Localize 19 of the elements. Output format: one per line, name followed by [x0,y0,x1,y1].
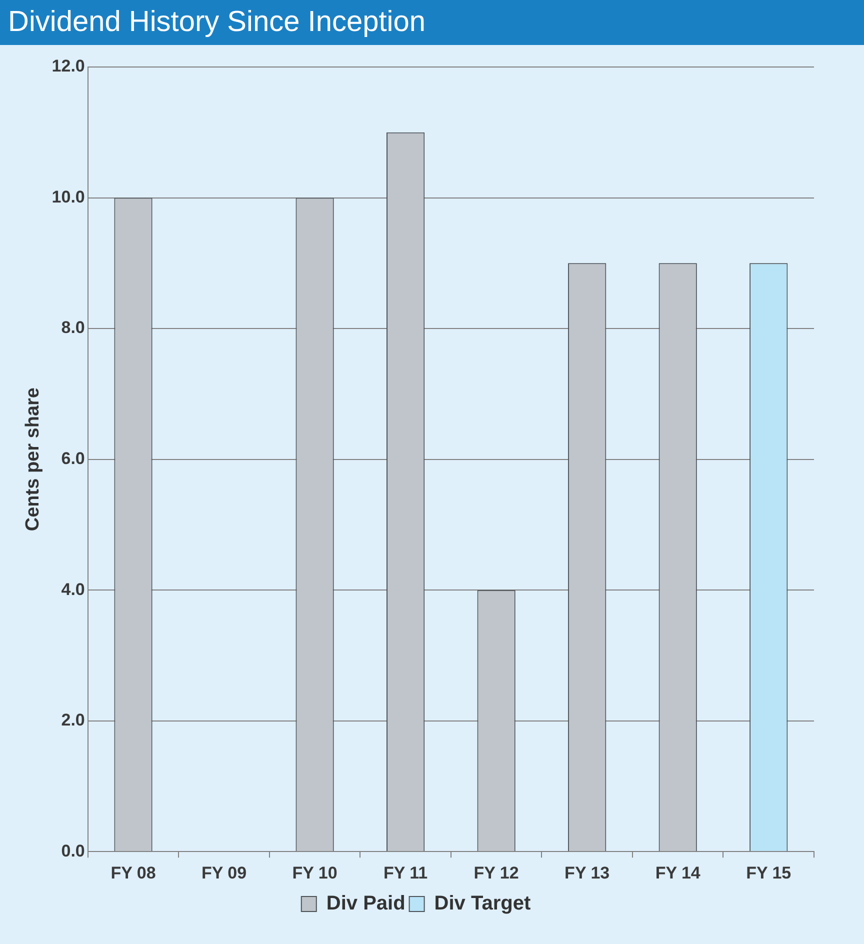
x-tick-label: FY 12 [474,863,519,882]
legend-label: Div Target [434,892,531,915]
y-tick-label: 2.0 [61,710,85,730]
x-tick-label: FY 09 [202,863,247,882]
chart-title: Dividend History Since Inception [0,0,864,45]
y-tick-label: 10.0 [52,187,85,206]
x-tick-label: FY 14 [655,863,701,882]
x-tick-label: FY 08 [110,863,156,882]
y-tick-label: 6.0 [61,448,85,468]
y-tick-label: 8.0 [61,318,85,338]
x-tick-label: FY 10 [292,863,338,882]
y-tick-label: 0.0 [61,841,85,860]
y-axis-title: Cents per share [22,387,44,532]
x-tick-label: FY 11 [384,863,428,882]
x-tick-label: FY 13 [564,863,610,882]
y-tick-label: 12.0 [52,56,85,76]
legend-label: Div Paid [326,892,406,915]
x-tick-label: FY 15 [746,863,792,882]
y-tick-label: 4.0 [61,580,85,599]
